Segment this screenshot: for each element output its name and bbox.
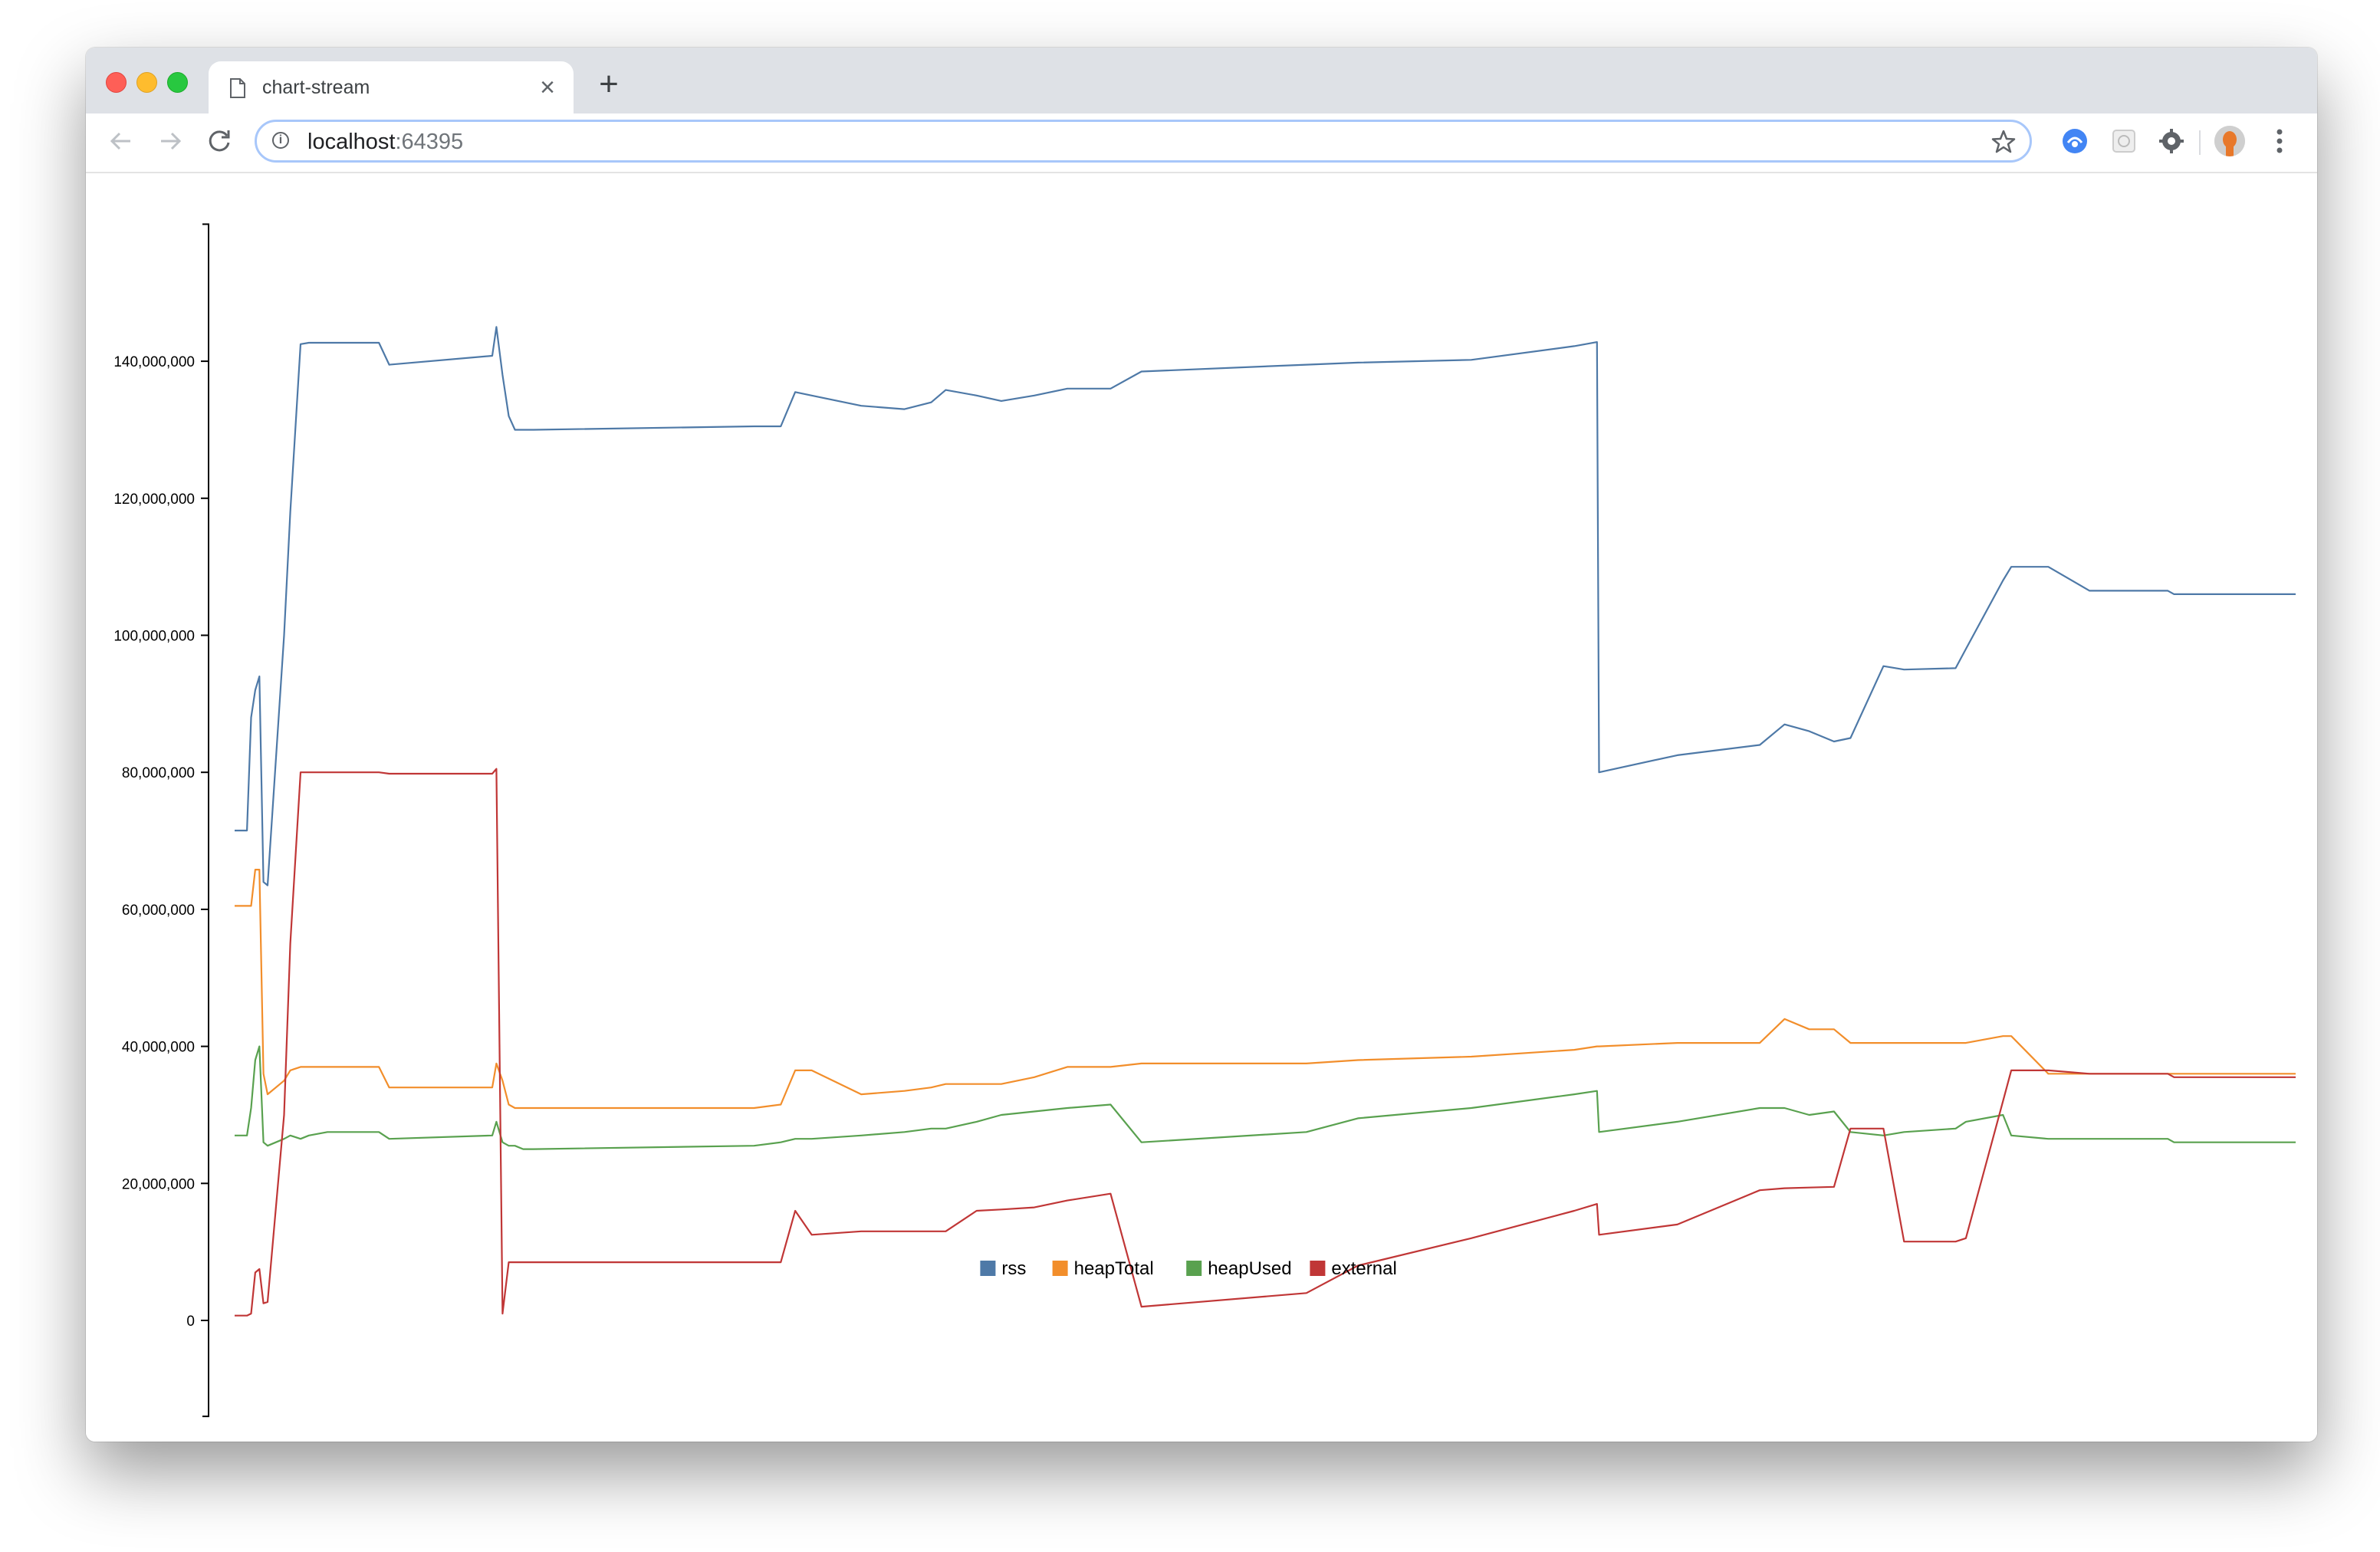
url-host: localhost [307,130,396,154]
y-tick-label: 20,000,000 [122,1176,195,1192]
new-tab-button[interactable]: + [599,65,619,103]
legend-label-rss: rss [1001,1258,1026,1279]
bookmark-button[interactable] [1990,127,2017,164]
reload-button[interactable] [201,123,238,159]
legend-swatch-heapTotal [1052,1261,1068,1276]
star-icon [1991,130,2016,153]
y-axis-line [202,223,209,1418]
reload-icon [209,130,230,152]
legend-item-heapUsed: heapUsed [1186,1258,1292,1279]
avatar-icon [2214,126,2245,156]
legend-item-rss: rss [980,1258,1026,1279]
url-port: :64395 [395,130,464,154]
series-line-heapTotal [235,869,2296,1110]
legend-item-heapTotal: heapTotal [1052,1258,1154,1279]
back-button[interactable] [103,123,140,159]
tab-title: chart-stream [262,77,370,98]
forward-button[interactable] [152,123,189,159]
window-maximize-button[interactable] [167,72,188,93]
arrow-right-icon [161,132,182,150]
browser-tab[interactable]: chart-stream × [209,61,574,113]
extension-blue-icon[interactable] [2061,127,2089,155]
series-line-rss [235,326,2296,886]
extension-grey-icon[interactable] [2110,127,2138,155]
tab-close-button[interactable]: × [540,73,555,102]
y-tick-label: 140,000,000 [113,354,195,370]
legend-swatch-heapUsed [1186,1261,1202,1276]
legend-swatch-external [1310,1261,1326,1276]
legend-swatch-rss [980,1261,996,1276]
info-icon[interactable]: i [272,132,289,149]
y-tick-label: 100,000,000 [113,629,195,645]
page-content: 0 20,000,000 40,000,000 60,000,000 80,000,00… [86,173,2317,1442]
y-axis: 0 20,000,000 40,000,000 60,000,000 80,000,00… [113,223,209,1418]
legend-label-heapTotal: heapTotal [1074,1258,1154,1279]
document-icon [230,78,245,98]
y-tick-label: 0 [186,1314,195,1330]
series-layer [235,326,2296,1317]
legend: rss heapTotal heapUsed external [980,1258,1397,1279]
browser-menu-button[interactable] [2268,124,2291,158]
window-close-button[interactable] [106,72,127,93]
y-tick-label: 120,000,000 [113,492,195,508]
y-tick-label: 40,000,000 [122,1040,195,1056]
toolbar-separator [2199,130,2201,155]
kebab-menu-icon [2276,129,2283,153]
browser-toolbar: i localhost:64395 [86,113,2317,173]
arrow-left-icon [110,132,130,150]
memory-line-chart: 0 20,000,000 40,000,000 60,000,000 80,000,00… [113,223,2296,1418]
title-bar: chart-stream × + [86,48,2317,113]
series-line-external [235,768,2296,1317]
legend-label-heapUsed: heapUsed [1208,1258,1291,1279]
profile-avatar[interactable] [2214,126,2245,156]
legend-label-external: external [1331,1258,1396,1279]
url-text: localhost:64395 [307,130,463,155]
y-tick-label: 80,000,000 [122,765,195,781]
address-bar[interactable]: i localhost:64395 [255,120,2032,163]
extension-gear-icon[interactable] [2158,127,2185,155]
browser-window: chart-stream × + i localhost:64395 [86,48,2317,1442]
window-minimize-button[interactable] [136,72,157,93]
series-line-heapUsed [235,1045,2296,1150]
y-tick-label: 60,000,000 [122,903,195,919]
legend-item-external: external [1310,1258,1397,1279]
